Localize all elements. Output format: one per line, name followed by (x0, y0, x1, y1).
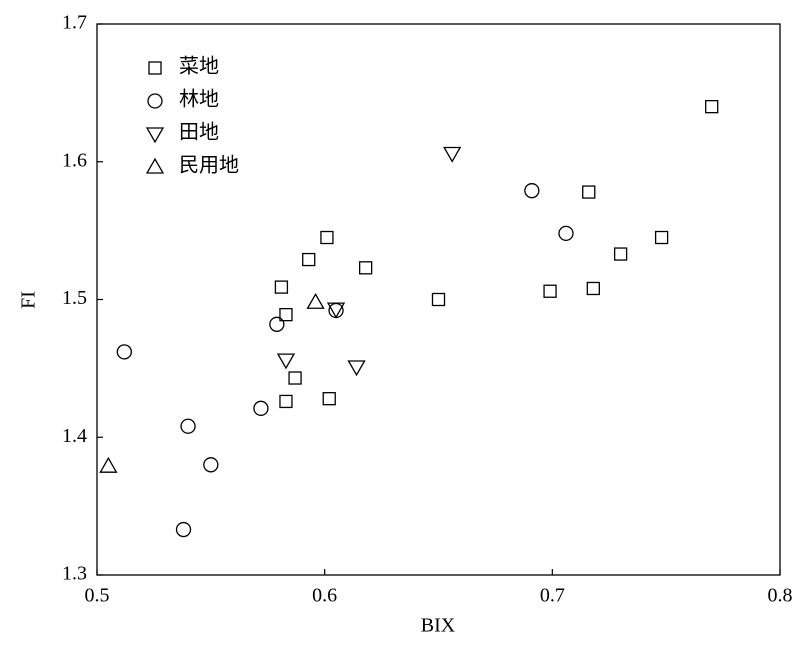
x-tick-label: 0.5 (85, 585, 110, 607)
legend-label: 林地 (179, 88, 219, 111)
marker (543, 284, 557, 298)
legend-label: 菜地 (179, 55, 219, 78)
marker (175, 521, 192, 538)
marker (613, 247, 628, 261)
marker (276, 353, 296, 370)
marker (443, 146, 462, 163)
marker (269, 316, 285, 332)
marker (302, 252, 316, 267)
marker (326, 302, 346, 319)
legend-marker (148, 61, 162, 75)
marker (654, 230, 669, 245)
marker (180, 418, 196, 434)
marker (288, 371, 302, 385)
y-tick-label: 1.7 (62, 12, 87, 34)
marker (524, 183, 540, 199)
marker (322, 392, 336, 406)
y-tick-label: 1.6 (62, 149, 87, 171)
marker (279, 394, 293, 409)
marker (274, 280, 289, 294)
x-tick-label: 0.6 (312, 585, 337, 607)
marker (328, 302, 344, 319)
y-axis-label: FI (18, 291, 40, 309)
legend-marker (145, 157, 165, 174)
legend-label: 田地 (179, 121, 219, 144)
marker (279, 308, 293, 322)
legend-marker (147, 93, 163, 109)
marker (203, 457, 219, 473)
x-tick-label: 0.8 (768, 585, 793, 607)
x-axis-label: BIX (421, 615, 456, 637)
marker (347, 360, 366, 377)
marker (582, 185, 596, 199)
legend-label: 民用地 (179, 154, 239, 177)
marker (431, 292, 446, 307)
marker (586, 281, 600, 296)
y-tick-label: 1.3 (62, 563, 87, 585)
marker (99, 456, 118, 473)
marker (320, 230, 334, 245)
marker (253, 400, 269, 416)
marker (705, 100, 719, 114)
marker (306, 292, 325, 309)
marker (116, 344, 132, 360)
y-tick-label: 1.4 (62, 425, 87, 447)
x-tick-label: 0.7 (540, 585, 565, 607)
marker (358, 261, 373, 275)
legend-marker (145, 127, 165, 144)
marker (558, 225, 574, 242)
y-tick-label: 1.5 (62, 287, 87, 309)
